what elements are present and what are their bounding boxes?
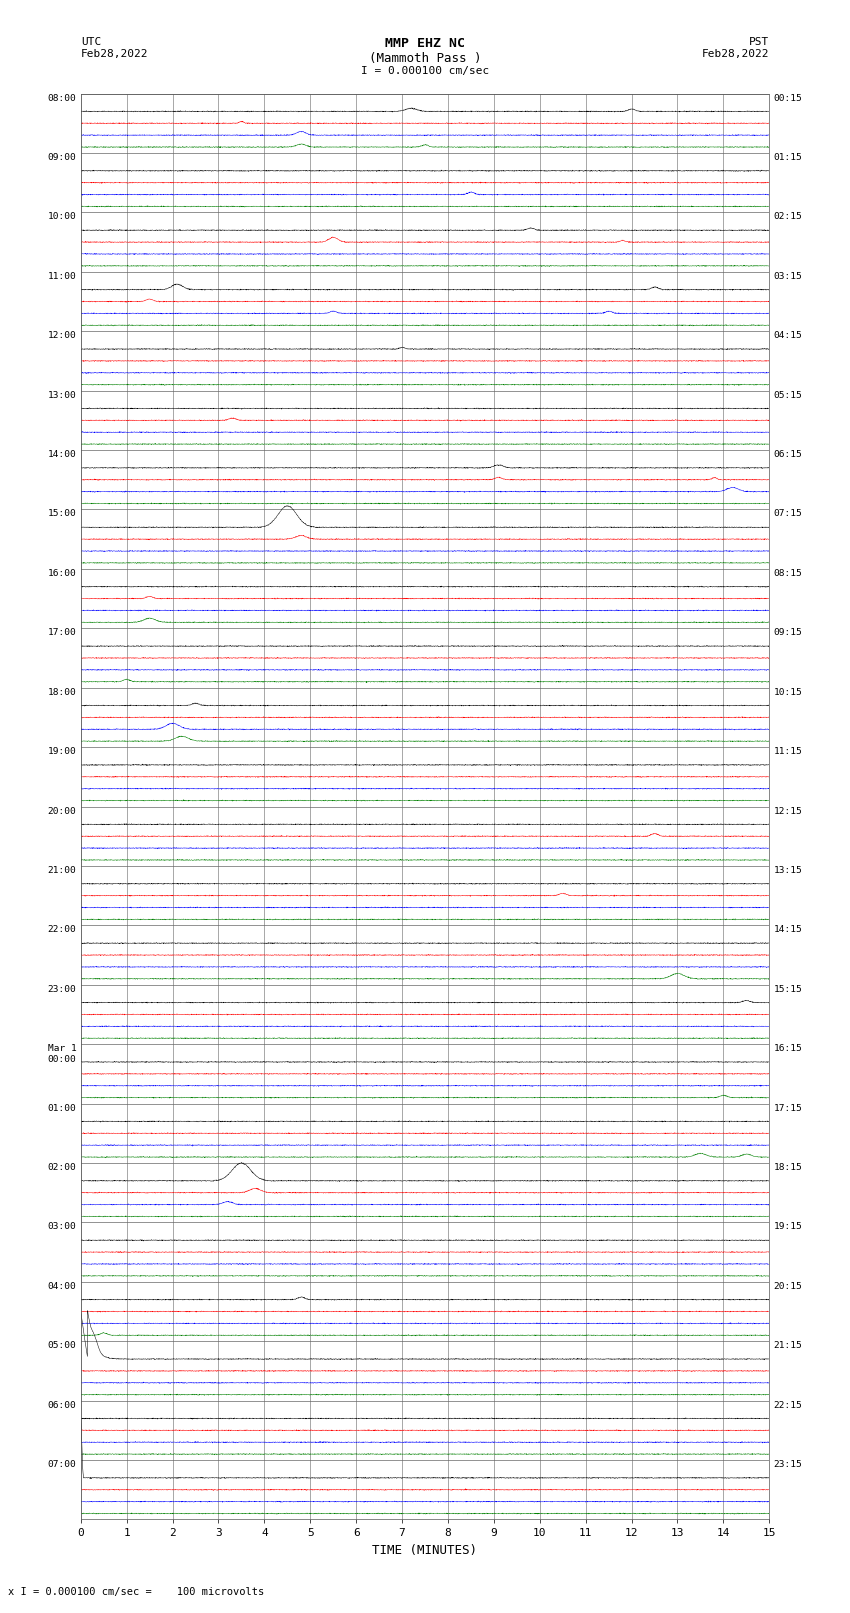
Text: 01:15: 01:15 (774, 153, 802, 161)
Text: 17:15: 17:15 (774, 1103, 802, 1113)
Text: 01:00: 01:00 (48, 1103, 76, 1113)
Text: 05:15: 05:15 (774, 390, 802, 400)
Text: 10:15: 10:15 (774, 687, 802, 697)
Text: 21:15: 21:15 (774, 1342, 802, 1350)
Text: 07:15: 07:15 (774, 510, 802, 518)
Text: 05:00: 05:00 (48, 1342, 76, 1350)
Text: 10:00: 10:00 (48, 213, 76, 221)
Text: MMP EHZ NC: MMP EHZ NC (385, 37, 465, 50)
Text: 21:00: 21:00 (48, 866, 76, 874)
Text: 20:00: 20:00 (48, 806, 76, 816)
Text: I = 0.000100 cm/sec: I = 0.000100 cm/sec (361, 66, 489, 76)
X-axis label: TIME (MINUTES): TIME (MINUTES) (372, 1544, 478, 1557)
Text: 22:00: 22:00 (48, 926, 76, 934)
Text: UTC
Feb28,2022: UTC Feb28,2022 (81, 37, 148, 58)
Text: 03:00: 03:00 (48, 1223, 76, 1231)
Text: Mar 1
00:00: Mar 1 00:00 (48, 1044, 76, 1063)
Text: 11:15: 11:15 (774, 747, 802, 756)
Text: 16:15: 16:15 (774, 1044, 802, 1053)
Text: 20:15: 20:15 (774, 1282, 802, 1290)
Text: 16:00: 16:00 (48, 569, 76, 577)
Text: 23:00: 23:00 (48, 984, 76, 994)
Text: 09:00: 09:00 (48, 153, 76, 161)
Text: 02:15: 02:15 (774, 213, 802, 221)
Text: 17:00: 17:00 (48, 627, 76, 637)
Text: 14:15: 14:15 (774, 926, 802, 934)
Text: 19:00: 19:00 (48, 747, 76, 756)
Text: x I = 0.000100 cm/sec =    100 microvolts: x I = 0.000100 cm/sec = 100 microvolts (8, 1587, 264, 1597)
Text: 12:15: 12:15 (774, 806, 802, 816)
Text: 09:15: 09:15 (774, 627, 802, 637)
Text: 00:15: 00:15 (774, 94, 802, 103)
Text: (Mammoth Pass ): (Mammoth Pass ) (369, 52, 481, 65)
Text: 12:00: 12:00 (48, 331, 76, 340)
Text: PST
Feb28,2022: PST Feb28,2022 (702, 37, 769, 58)
Text: 18:00: 18:00 (48, 687, 76, 697)
Text: 04:15: 04:15 (774, 331, 802, 340)
Text: 15:00: 15:00 (48, 510, 76, 518)
Text: 14:00: 14:00 (48, 450, 76, 460)
Text: 15:15: 15:15 (774, 984, 802, 994)
Text: 13:15: 13:15 (774, 866, 802, 874)
Text: 06:15: 06:15 (774, 450, 802, 460)
Text: 03:15: 03:15 (774, 273, 802, 281)
Text: 18:15: 18:15 (774, 1163, 802, 1173)
Text: 04:00: 04:00 (48, 1282, 76, 1290)
Text: 06:00: 06:00 (48, 1400, 76, 1410)
Text: 22:15: 22:15 (774, 1400, 802, 1410)
Text: 23:15: 23:15 (774, 1460, 802, 1469)
Text: 19:15: 19:15 (774, 1223, 802, 1231)
Text: 13:00: 13:00 (48, 390, 76, 400)
Text: 08:00: 08:00 (48, 94, 76, 103)
Text: 02:00: 02:00 (48, 1163, 76, 1173)
Text: 07:00: 07:00 (48, 1460, 76, 1469)
Text: 11:00: 11:00 (48, 273, 76, 281)
Text: 08:15: 08:15 (774, 569, 802, 577)
